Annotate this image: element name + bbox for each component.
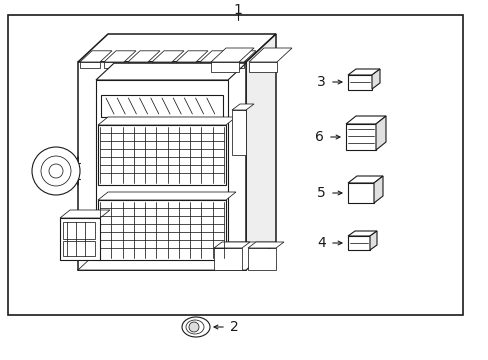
Bar (98, 200, 225, 260)
Polygon shape (78, 242, 275, 270)
Ellipse shape (189, 322, 199, 332)
Polygon shape (96, 63, 245, 80)
Polygon shape (247, 242, 284, 248)
Bar (63, 241, 95, 256)
Bar (60, 218, 100, 260)
Bar (101, 95, 223, 117)
Bar (63, 222, 95, 239)
Polygon shape (248, 48, 291, 62)
Polygon shape (231, 104, 253, 110)
Polygon shape (80, 51, 112, 62)
Bar (200, 62, 220, 68)
Text: 2: 2 (229, 320, 238, 334)
Polygon shape (375, 116, 385, 150)
Bar (224, 62, 244, 68)
Text: 5: 5 (317, 186, 325, 200)
Polygon shape (371, 69, 379, 89)
Text: 3: 3 (317, 75, 325, 89)
Bar (231, 110, 245, 155)
Bar (247, 248, 275, 270)
Bar (8, 15, 462, 315)
Bar (104, 62, 124, 68)
Bar (214, 248, 242, 270)
Polygon shape (128, 51, 160, 62)
Bar (347, 236, 369, 250)
Polygon shape (60, 210, 110, 218)
Ellipse shape (185, 320, 203, 334)
Circle shape (32, 147, 80, 195)
Circle shape (49, 164, 63, 178)
Polygon shape (346, 116, 385, 124)
Polygon shape (98, 192, 236, 200)
Ellipse shape (182, 317, 209, 337)
Bar (128, 62, 148, 68)
Bar (248, 62, 276, 72)
Bar (152, 62, 172, 68)
Bar (210, 62, 239, 72)
Polygon shape (369, 231, 376, 250)
Bar (176, 62, 196, 68)
Polygon shape (347, 176, 382, 183)
Bar (346, 124, 375, 150)
Polygon shape (373, 176, 382, 203)
Polygon shape (176, 51, 207, 62)
Circle shape (41, 156, 71, 186)
Polygon shape (104, 51, 136, 62)
Bar (347, 75, 371, 90)
Polygon shape (347, 231, 376, 236)
Polygon shape (200, 51, 231, 62)
Polygon shape (210, 48, 253, 62)
Bar (96, 80, 227, 252)
Bar (98, 125, 225, 185)
Bar (80, 62, 100, 68)
Bar (78, 62, 245, 270)
Polygon shape (152, 51, 183, 62)
Polygon shape (245, 34, 275, 270)
Text: 1: 1 (233, 3, 242, 17)
Text: 6: 6 (314, 130, 324, 144)
Polygon shape (98, 117, 236, 125)
Polygon shape (347, 69, 379, 75)
Polygon shape (78, 34, 275, 62)
Bar (347, 183, 373, 203)
Text: 4: 4 (317, 236, 325, 250)
Polygon shape (224, 51, 256, 62)
Polygon shape (214, 242, 249, 248)
